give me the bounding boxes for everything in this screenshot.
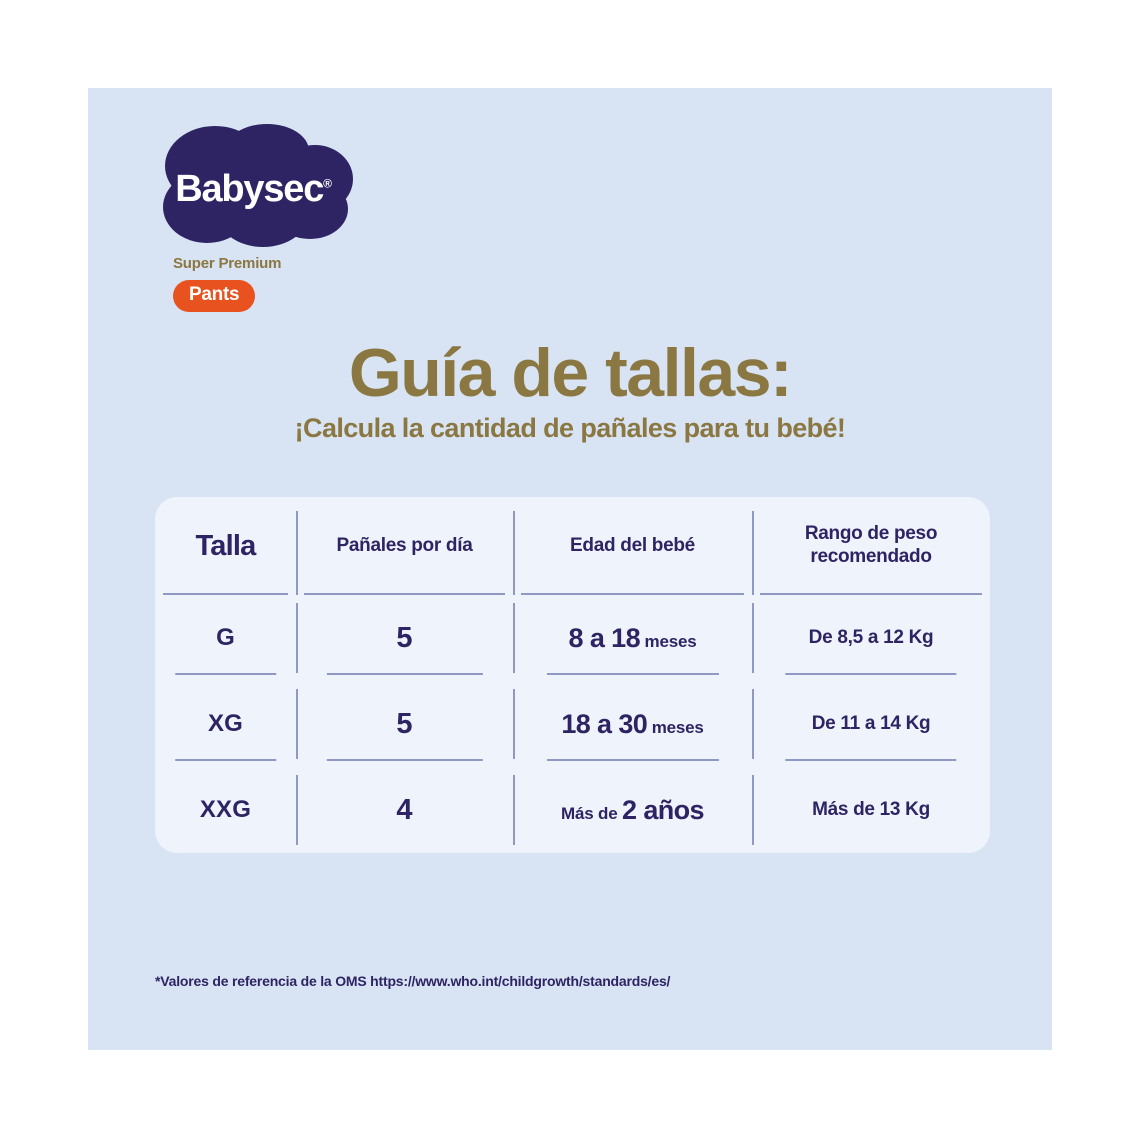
cell-talla: XXG [155,767,296,853]
cell-panales: 4 [296,767,513,853]
table-header-row: Talla Pañales por día Edad del bebé Rang… [155,497,990,595]
cell-edad: 18 a 30 meses [513,681,752,767]
babysec-cloud-logo: Babysec® [155,121,355,253]
header-label-peso: Rango de peso recomendado [804,523,938,567]
page-title: Guía de tallas: [348,335,793,411]
cell-talla: XG [155,681,296,767]
header-label-panales: Pañales por día [336,534,473,556]
title-block: Guía de tallas: ¡Calcula la cantidad de … [88,335,1052,444]
logo-text-wrap: Babysec® [155,121,355,253]
value-talla: XG [207,710,244,737]
value-edad: Más de 2 años [561,794,705,825]
value-peso: Más de 13 Kg [812,799,930,820]
value-panales: 5 [396,621,413,654]
cell-peso: De 11 a 14 Kg [752,681,990,767]
table-row: G 5 8 a 18 meses De 8,5 a 12 Kg [155,595,990,681]
cell-peso: Más de 13 Kg [752,767,990,853]
header-label-talla: Talla [195,529,257,562]
size-guide-table: Talla Pañales por día Edad del bebé Rang… [155,497,990,853]
header-label-edad: Edad del bebé [570,534,695,556]
value-edad: 18 a 30 meses [561,708,704,739]
cell-edad: 8 a 18 meses [513,595,752,681]
value-panales: 4 [396,793,413,826]
value-panales: 5 [396,707,413,740]
cell-talla: G [155,595,296,681]
logo-wordmark: Babysec® [175,168,332,210]
product-line-badge: Pants [173,280,256,312]
table-row: XG 5 18 a 30 meses De 11 a 14 Kg [155,681,990,767]
value-talla: XXG [199,796,252,823]
value-talla: G [216,624,235,651]
brand-block: Babysec® Super Premium Pants [155,121,375,312]
header-cell-panales: Pañales por día [296,497,513,595]
value-peso: De 8,5 a 12 Kg [808,627,934,648]
cell-peso: De 8,5 a 12 Kg [752,595,990,681]
cell-panales: 5 [296,681,513,767]
cell-panales: 5 [296,595,513,681]
footnote-reference: *Valores de referencia de la OMS https:/… [155,973,671,989]
table-row: XXG 4 Más de 2 años Más de 13 Kg [155,767,990,853]
value-edad: 8 a 18 meses [568,622,697,653]
header-cell-edad: Edad del bebé [513,497,752,595]
brand-tagline: Super Premium [173,255,282,272]
registered-trademark-icon: ® [323,176,332,191]
cloud-shape-icon [163,124,353,247]
header-cell-peso: Rango de peso recomendado [752,497,990,595]
header-cell-talla: Talla [155,497,296,595]
page-subtitle: ¡Calcula la cantidad de pañales para tu … [294,413,846,444]
poster-panel: Babysec® Super Premium Pants Guía de tal… [88,88,1052,1050]
value-peso: De 11 a 14 Kg [811,713,931,734]
cell-edad: Más de 2 años [513,767,752,853]
